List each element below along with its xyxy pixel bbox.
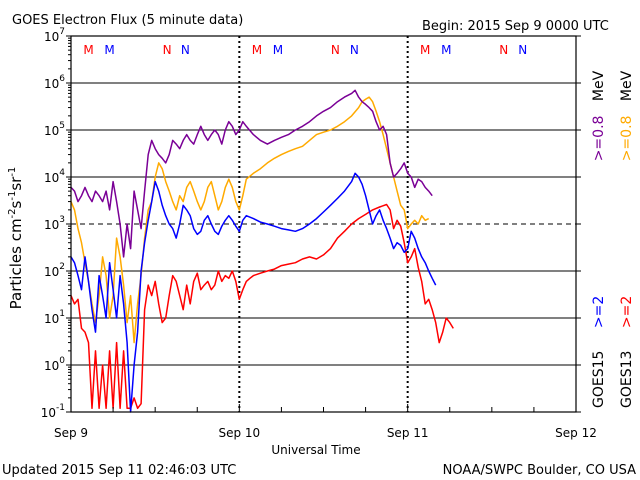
marker-m: M <box>83 43 93 57</box>
y-tick-label: 106 <box>44 74 65 91</box>
y-tick-label: 103 <box>44 215 65 232</box>
marker-m: M <box>252 43 262 57</box>
svg-text:GOES15 >=2 >=0.8: GOES15 >=2 >=0.8 MeV <box>591 70 607 408</box>
marker-m: M <box>420 43 430 57</box>
marker-n: N <box>499 43 508 57</box>
x-axis-label: Universal Time <box>271 443 360 457</box>
series-line-4 <box>70 89 433 258</box>
y-tick-label: 10-1 <box>41 403 65 420</box>
credit-text: NOAA/SWPC Boulder, CO USA <box>443 463 636 478</box>
x-axis-ticks: Sep 9 Sep 10 Sep 11 Sep 12 <box>54 404 597 440</box>
marker-n: N <box>163 43 172 57</box>
y-tick-label: 102 <box>44 262 65 279</box>
begin-date: Begin: 2015 Sep 9 0000 UTC <box>422 19 609 34</box>
legend-goes15-ge2: >=2 <box>591 296 607 328</box>
legend-goes13-ge08: >=0.8 <box>619 116 635 162</box>
x-tick-label: Sep 11 <box>387 426 429 440</box>
legend-mev-unit: MeV <box>591 70 607 101</box>
marker-n: N <box>181 43 190 57</box>
marker-m: M <box>273 43 283 57</box>
marker-n: N <box>350 43 359 57</box>
y-tick-label: 107 <box>44 27 65 44</box>
legend-goes13-label: GOES13 <box>619 351 635 408</box>
y-tick-label: 104 <box>44 168 65 185</box>
legend-mev-unit-2: MeV <box>619 70 635 101</box>
legend-goes13-ge2: >=2 <box>619 296 635 328</box>
y-tick-label: 101 <box>44 309 65 326</box>
marker-m: M <box>104 43 114 57</box>
marker-m: M <box>441 43 451 57</box>
series-line-3 <box>70 172 437 413</box>
series-line-1 <box>70 203 454 410</box>
y-axis-ticks: 10-1 100 101 102 103 104 105 106 107 <box>41 27 581 420</box>
marker-n: N <box>331 43 340 57</box>
series-layer <box>70 89 454 413</box>
legend-goes15-ge08: >=0.8 <box>591 116 607 162</box>
updated-timestamp: Updated 2015 Sep 11 02:46:03 UTC <box>2 463 236 478</box>
x-tick-label: Sep 10 <box>218 426 260 440</box>
y-tick-label: 100 <box>44 356 65 373</box>
svg-text:GOES13 >=2 >=0.8: GOES13 >=2 >=0.8 MeV <box>619 70 635 408</box>
series-line-2 <box>70 96 430 344</box>
legend-goes15: GOES15 >=2 >=0.8 MeV <box>591 70 607 408</box>
legend-goes15-label: GOES15 <box>591 351 607 408</box>
x-tick-label: Sep 9 <box>54 426 88 440</box>
legend-goes13: GOES13 >=2 >=0.8 MeV <box>619 70 635 408</box>
marker-n: N <box>518 43 527 57</box>
y-tick-label: 105 <box>44 121 65 138</box>
y-axis-label: Particles cm-2s-1sr-1 <box>7 167 25 310</box>
chart-title: GOES Electron Flux (5 minute data) <box>12 13 243 28</box>
x-tick-label: Sep 12 <box>555 426 597 440</box>
